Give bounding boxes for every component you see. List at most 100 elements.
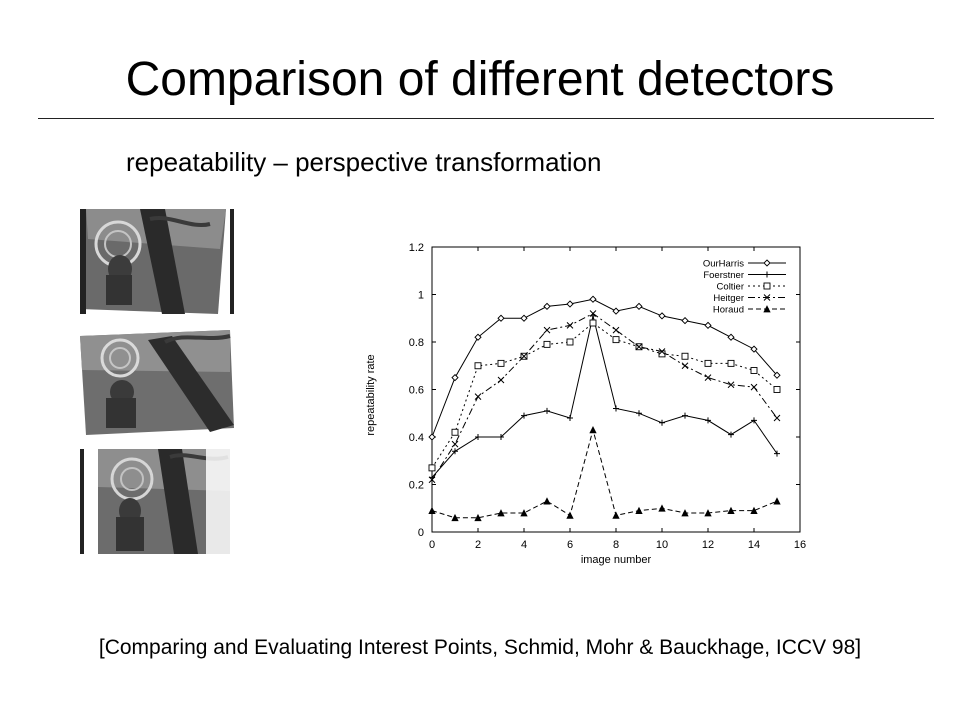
data-point (705, 417, 711, 424)
data-point (682, 412, 688, 419)
data-point (681, 352, 689, 360)
painting-thumbnail-2 (80, 330, 234, 435)
data-point (498, 434, 504, 440)
legend-label: Coltier (717, 282, 744, 293)
data-point (589, 319, 597, 327)
data-point (727, 333, 735, 341)
data-point (497, 314, 505, 322)
legend-marker (763, 282, 771, 290)
chart-series (428, 295, 781, 522)
series-line (431, 315, 778, 478)
data-point (750, 383, 758, 391)
data-point (681, 362, 689, 370)
data-point (451, 373, 459, 382)
data-point (636, 410, 642, 417)
x-tick-label: 14 (748, 539, 760, 551)
y-tick-label: 0.4 (409, 432, 424, 444)
x-tick-label: 0 (429, 539, 435, 551)
data-point (474, 333, 482, 341)
legend-marker (764, 271, 770, 278)
data-point (497, 376, 505, 384)
data-point (520, 314, 528, 322)
data-point (451, 440, 459, 448)
x-tick-label: 10 (656, 539, 668, 551)
data-point (727, 381, 735, 389)
y-tick-label: 0.6 (409, 385, 424, 397)
x-axis-label: image number (581, 554, 652, 566)
data-point (773, 497, 781, 505)
data-point (704, 374, 712, 381)
y-tick-label: 0 (418, 527, 424, 539)
data-point (428, 433, 436, 441)
legend-marker (763, 259, 771, 267)
citation: [Comparing and Evaluating Interest Point… (98, 636, 862, 659)
data-point (658, 348, 666, 355)
data-point (428, 506, 436, 515)
y-tick-label: 1 (418, 290, 424, 302)
data-point (543, 302, 551, 311)
data-point (704, 359, 712, 367)
data-point (428, 476, 436, 484)
data-point (451, 428, 459, 436)
data-point (635, 506, 643, 515)
data-point (544, 407, 550, 414)
y-axis-label: repeatability rate (365, 354, 377, 435)
data-point (635, 302, 643, 311)
legend-marker (763, 294, 771, 301)
y-tick-label: 0.8 (409, 337, 424, 349)
slide-subtitle: repeatability – perspective transformati… (126, 147, 602, 177)
chart-axes: 0 2 4 6 8 10 12 14 16 0 0.2 0.4 0.6 0.8 1 1.2 (409, 242, 806, 551)
data-point (681, 316, 689, 325)
data-point (750, 345, 758, 353)
series-line (431, 322, 778, 469)
series-line (431, 312, 778, 481)
data-point (728, 431, 734, 438)
data-point (567, 415, 573, 421)
repeatability-chart: 0 2 4 6 8 10 12 14 16 0 0.2 0.4 0.6 0.8 1 1.2 OurHarris… (350, 235, 810, 580)
series-heitger (428, 310, 781, 484)
legend-label: Horaud (713, 305, 744, 316)
data-point (428, 464, 436, 472)
data-point (773, 386, 781, 393)
data-point (612, 336, 620, 344)
data-point (475, 434, 481, 440)
x-tick-label: 2 (475, 539, 481, 551)
data-point (750, 506, 758, 515)
legend-marker (763, 305, 771, 313)
series-foerstner (429, 312, 780, 481)
data-point (589, 295, 597, 303)
x-tick-label: 8 (613, 539, 619, 551)
data-point (750, 367, 758, 374)
data-point (474, 513, 482, 522)
data-point (612, 307, 620, 315)
data-point (589, 310, 597, 317)
data-point (751, 417, 757, 424)
data-point (543, 497, 551, 505)
data-point (451, 513, 459, 522)
y-tick-label: 0.2 (409, 480, 424, 492)
data-point (520, 509, 528, 517)
data-point (704, 509, 712, 517)
data-point (659, 419, 665, 426)
data-point (727, 506, 735, 515)
data-point (566, 511, 574, 519)
data-point (566, 322, 574, 329)
data-point (474, 362, 482, 370)
data-point (521, 412, 527, 419)
data-point (474, 393, 482, 400)
data-point (612, 511, 620, 519)
line-chart: 0 2 4 6 8 10 12 14 16 0 0.2 0.4 0.6 0.8 1 1.2 OurHarris… (365, 242, 806, 566)
data-point (704, 321, 712, 330)
data-point (566, 338, 574, 346)
legend-label: Foerstner (703, 270, 744, 281)
slide-title: Comparison of different detectors (125, 53, 835, 106)
data-point (773, 371, 781, 379)
data-point (452, 448, 458, 455)
legend-label: Heitger (713, 293, 744, 304)
series-line (431, 427, 778, 519)
data-point (613, 405, 619, 412)
data-point (727, 359, 735, 367)
painting-thumbnail-3 (80, 449, 234, 554)
data-point (635, 343, 643, 351)
